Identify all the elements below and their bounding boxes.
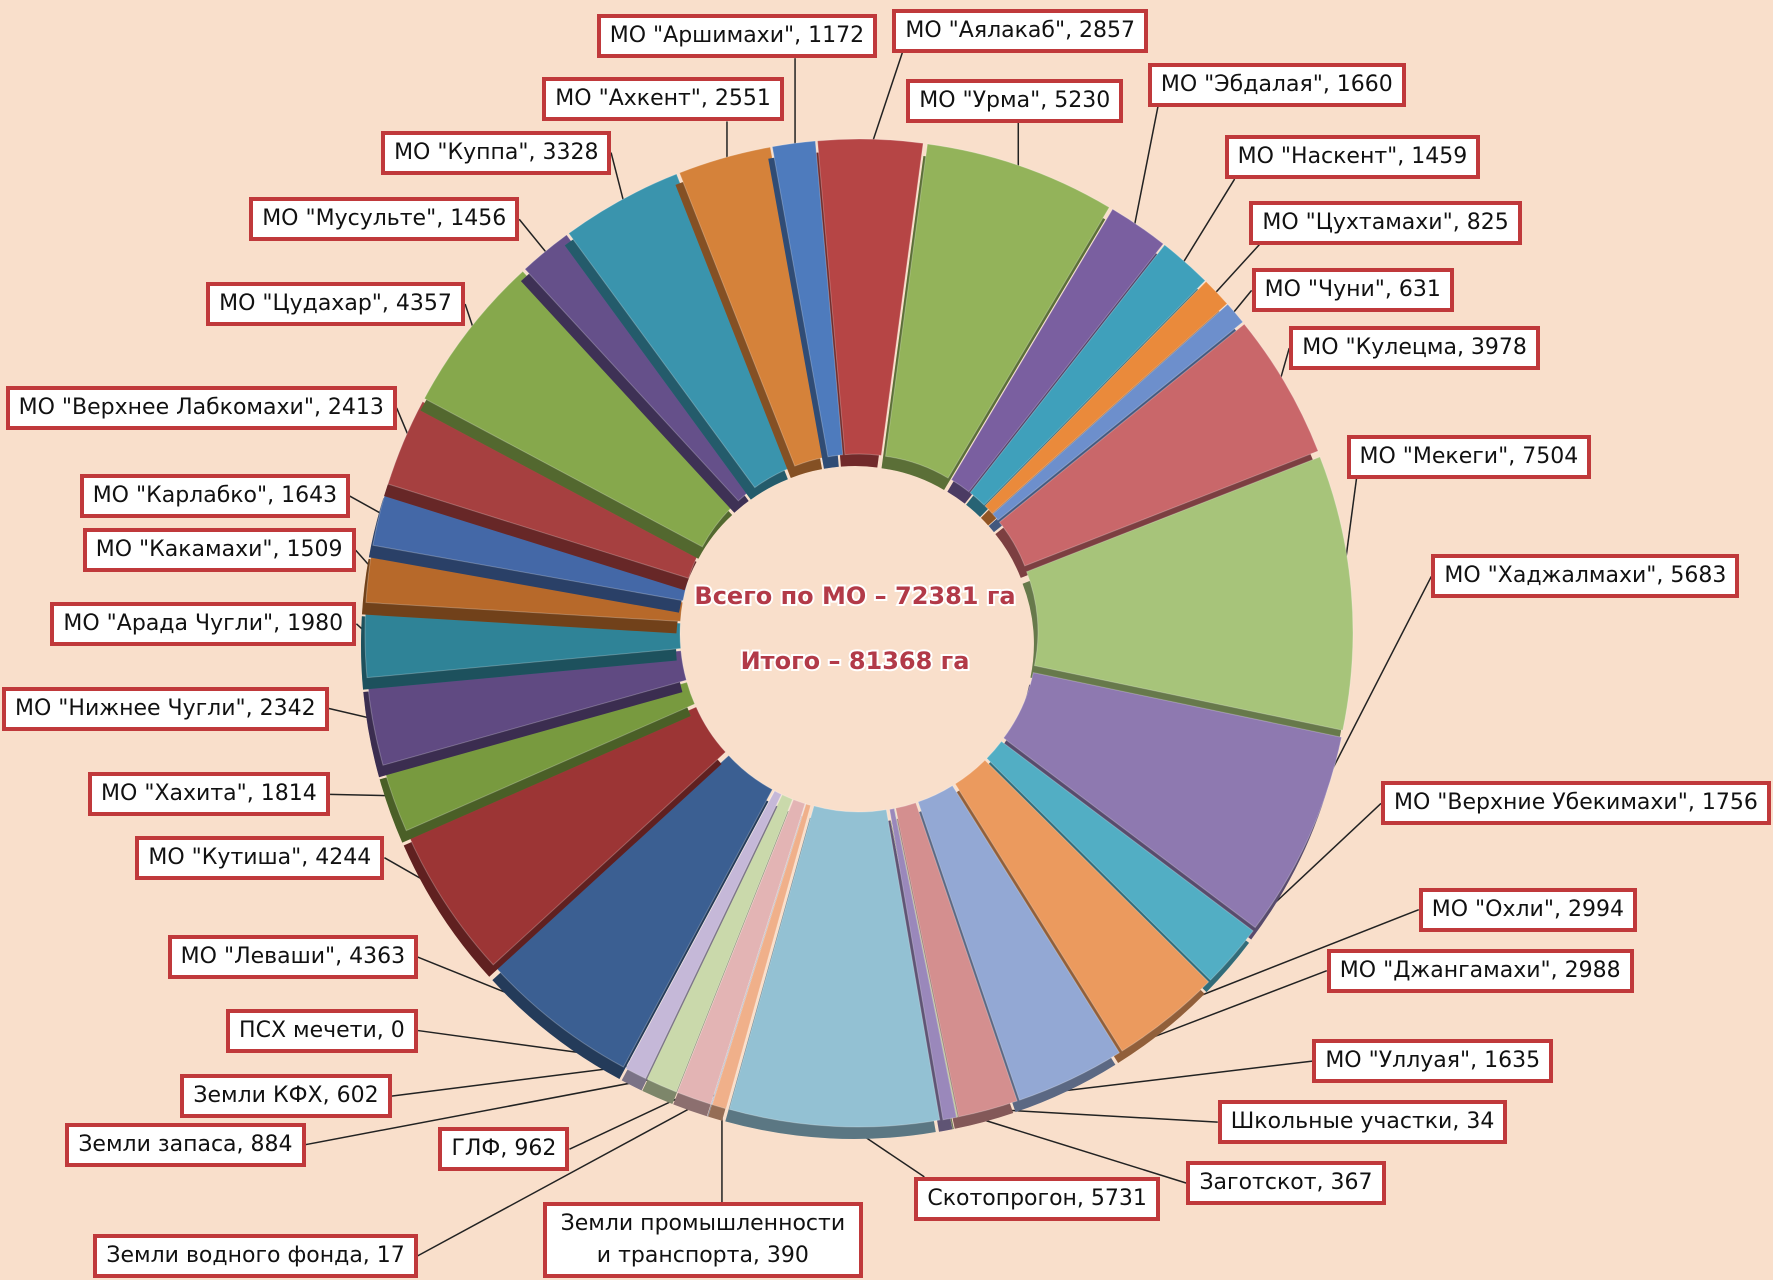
slice	[969, 244, 1206, 506]
slice	[423, 270, 737, 548]
slice	[728, 805, 941, 1128]
total-all: Итого – 81368 га	[741, 647, 970, 675]
slice-label: Земли промышленности и транспорта, 390	[542, 1202, 863, 1278]
slice-label: Заготскот, 367	[1186, 1161, 1386, 1206]
slice-label: МО "Наскент", 1459	[1224, 135, 1481, 180]
slice	[950, 208, 1164, 493]
slice-label: МО "Куппа", 3328	[381, 130, 612, 175]
slice-label: МО "Кулецма, 3978	[1289, 326, 1540, 371]
slice-label: МО "Охли", 2994	[1418, 887, 1637, 932]
leader-line	[391, 1063, 641, 1097]
slice-label: МО "Хахита", 1814	[88, 772, 330, 817]
slice	[986, 740, 1254, 981]
slice-label: МО "Мекеги", 7504	[1346, 434, 1592, 479]
slice-label: МО "Эбдалая", 1660	[1147, 62, 1406, 107]
slice	[1025, 456, 1354, 731]
leader-line	[1209, 244, 1260, 300]
slice-label: МО "Нижнее Чугли", 2342	[2, 686, 329, 731]
slice-label: Школьные участки, 34	[1217, 1100, 1508, 1145]
slice	[984, 280, 1228, 515]
slice	[678, 146, 827, 467]
slice	[771, 140, 844, 458]
leader-line	[947, 1108, 1187, 1184]
leader-line	[417, 1094, 716, 1257]
slice-label: МО "Уллуая", 1635	[1312, 1039, 1554, 1084]
slice	[884, 143, 1110, 479]
slice-label: МО "Верхние Убекимахи", 1756	[1381, 781, 1771, 826]
slice	[524, 234, 754, 502]
slice-label: МО "Хаджалмахи", 5683	[1431, 554, 1740, 599]
slice-label: МО "Аялакаб", 2857	[892, 8, 1149, 53]
slice-label: МО "Какамахи", 1509	[82, 528, 356, 573]
slice	[676, 798, 806, 1105]
slice	[625, 790, 783, 1080]
slice-label: МО "Ахкент", 2551	[542, 77, 784, 122]
slice	[954, 759, 1210, 1052]
slice-label: Скотопрогон, 5731	[914, 1176, 1160, 1221]
leader-line	[305, 1075, 666, 1146]
leader-line	[1178, 178, 1236, 271]
slice	[624, 790, 775, 1069]
slice	[992, 303, 1244, 521]
slice	[495, 754, 774, 1068]
slice-label: МО "Леваши", 4363	[167, 935, 419, 980]
slice	[998, 323, 1319, 567]
slice	[895, 802, 1018, 1118]
slice	[711, 803, 812, 1110]
slice-side	[707, 815, 802, 1117]
slice-label: МО "Джангамахи", 2988	[1326, 948, 1634, 993]
slice-label: МО "Чуни", 631	[1251, 268, 1454, 313]
slice-label: МО "Карлабко", 1643	[79, 474, 351, 519]
slice	[387, 400, 702, 579]
slice-label: Земли запаса, 884	[65, 1122, 306, 1167]
slice-label: Земли КФХ, 602	[180, 1074, 392, 1119]
slice	[568, 173, 793, 489]
slice-label: ПСХ мечети, 0	[226, 1008, 418, 1053]
slice-label: МО "Верхнее Лабкомахи", 2413	[5, 385, 397, 430]
slice-label: ГЛФ, 962	[438, 1127, 570, 1172]
slice-label: МО "Цудахар", 4357	[206, 281, 465, 326]
slice	[1002, 672, 1343, 929]
leader-line	[869, 52, 904, 150]
slice-label: Земли водного фонда, 17	[93, 1234, 418, 1278]
slice-label: МО "Аршимахи", 1172	[596, 14, 878, 59]
slice-label: МО "Арада Чугли", 1980	[50, 601, 357, 646]
slice-label: МО "Кутиша", 4244	[135, 835, 385, 880]
leader-line	[1132, 106, 1159, 235]
slice	[893, 807, 959, 1118]
slice-label: МО "Цухтамахи", 825	[1249, 200, 1522, 245]
slice	[888, 807, 958, 1121]
total-mo: Всего по МО – 72381 га	[694, 582, 1015, 610]
slices	[361, 138, 1354, 1139]
slice	[917, 784, 1121, 1101]
slice-side-shade	[707, 815, 802, 1117]
slice	[407, 706, 727, 966]
slice	[816, 138, 924, 457]
slice-label: МО "Мусульте", 1456	[249, 197, 520, 242]
slice-label: МО "Урма", 5230	[906, 78, 1124, 123]
slice	[710, 803, 807, 1106]
